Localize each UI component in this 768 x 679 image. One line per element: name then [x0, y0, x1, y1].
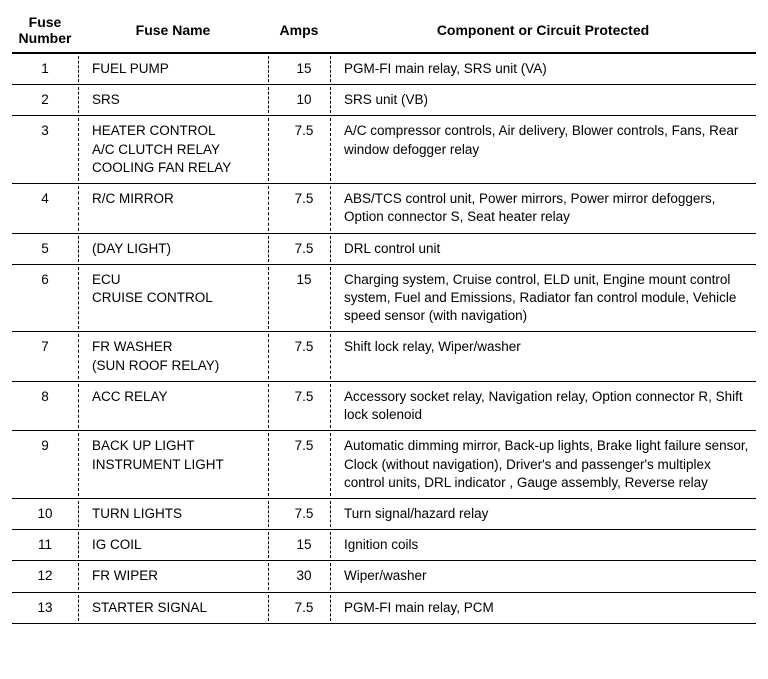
- cell-fuse-number: 8: [12, 381, 78, 430]
- cell-component: Shift lock relay, Wiper/washer: [330, 332, 756, 381]
- cell-component: Wiper/washer: [330, 561, 756, 592]
- table-row: 12FR WIPER30Wiper/washer: [12, 561, 756, 592]
- table-row: 10TURN LIGHTS7.5Turn signal/hazard relay: [12, 498, 756, 529]
- cell-fuse-name: FUEL PUMP: [78, 53, 268, 85]
- cell-fuse-name: STARTER SIGNAL: [78, 592, 268, 623]
- cell-component: PGM-FI main relay, SRS unit (VA): [330, 53, 756, 85]
- table-row: 2SRS10SRS unit (VB): [12, 85, 756, 116]
- cell-amps: 7.5: [268, 431, 330, 499]
- cell-component: Turn signal/hazard relay: [330, 498, 756, 529]
- fuse-table: FuseNumber Fuse Name Amps Component or C…: [12, 8, 756, 624]
- col-header-amps: Amps: [268, 8, 330, 53]
- cell-fuse-number: 1: [12, 53, 78, 85]
- cell-fuse-number: 13: [12, 592, 78, 623]
- cell-component: DRL control unit: [330, 233, 756, 264]
- cell-component: PGM-FI main relay, PCM: [330, 592, 756, 623]
- cell-amps: 10: [268, 85, 330, 116]
- cell-amps: 15: [268, 264, 330, 332]
- table-row: 13STARTER SIGNAL7.5PGM-FI main relay, PC…: [12, 592, 756, 623]
- cell-amps: 7.5: [268, 498, 330, 529]
- table-row: 3HEATER CONTROLA/C CLUTCH RELAYCOOLING F…: [12, 116, 756, 184]
- table-row: 11IG COIL15Ignition coils: [12, 530, 756, 561]
- col-header-comp: Component or Circuit Protected: [330, 8, 756, 53]
- cell-component: Accessory socket relay, Navigation relay…: [330, 381, 756, 430]
- cell-component: Automatic dimming mirror, Back-up lights…: [330, 431, 756, 499]
- cell-fuse-number: 7: [12, 332, 78, 381]
- table-row: 9BACK UP LIGHTINSTRUMENT LIGHT7.5Automat…: [12, 431, 756, 499]
- table-header-row: FuseNumber Fuse Name Amps Component or C…: [12, 8, 756, 53]
- cell-amps: 15: [268, 530, 330, 561]
- col-header-number: FuseNumber: [12, 8, 78, 53]
- col-header-name: Fuse Name: [78, 8, 268, 53]
- cell-amps: 30: [268, 561, 330, 592]
- cell-amps: 7.5: [268, 381, 330, 430]
- cell-fuse-name: HEATER CONTROLA/C CLUTCH RELAYCOOLING FA…: [78, 116, 268, 184]
- cell-component: SRS unit (VB): [330, 85, 756, 116]
- cell-amps: 7.5: [268, 233, 330, 264]
- cell-amps: 15: [268, 53, 330, 85]
- table-row: 7FR WASHER(SUN ROOF RELAY)7.5Shift lock …: [12, 332, 756, 381]
- cell-fuse-name: BACK UP LIGHTINSTRUMENT LIGHT: [78, 431, 268, 499]
- cell-fuse-number: 10: [12, 498, 78, 529]
- cell-fuse-name: R/C MIRROR: [78, 184, 268, 233]
- cell-component: ABS/TCS control unit, Power mirrors, Pow…: [330, 184, 756, 233]
- cell-component: Ignition coils: [330, 530, 756, 561]
- table-row: 8ACC RELAY7.5Accessory socket relay, Nav…: [12, 381, 756, 430]
- cell-fuse-name: ECUCRUISE CONTROL: [78, 264, 268, 332]
- table-row: 5(DAY LIGHT)7.5DRL control unit: [12, 233, 756, 264]
- cell-amps: 7.5: [268, 184, 330, 233]
- cell-fuse-name: TURN LIGHTS: [78, 498, 268, 529]
- cell-component: Charging system, Cruise control, ELD uni…: [330, 264, 756, 332]
- table-row: 4R/C MIRROR7.5ABS/TCS control unit, Powe…: [12, 184, 756, 233]
- cell-amps: 7.5: [268, 116, 330, 184]
- cell-fuse-name: SRS: [78, 85, 268, 116]
- cell-amps: 7.5: [268, 332, 330, 381]
- cell-component: A/C compressor controls, Air delivery, B…: [330, 116, 756, 184]
- cell-fuse-name: FR WIPER: [78, 561, 268, 592]
- cell-fuse-number: 6: [12, 264, 78, 332]
- cell-fuse-name: FR WASHER(SUN ROOF RELAY): [78, 332, 268, 381]
- cell-fuse-number: 2: [12, 85, 78, 116]
- cell-fuse-number: 5: [12, 233, 78, 264]
- cell-fuse-name: ACC RELAY: [78, 381, 268, 430]
- cell-fuse-number: 9: [12, 431, 78, 499]
- cell-fuse-number: 11: [12, 530, 78, 561]
- cell-amps: 7.5: [268, 592, 330, 623]
- table-row: 1FUEL PUMP15PGM-FI main relay, SRS unit …: [12, 53, 756, 85]
- table-row: 6ECUCRUISE CONTROL15Charging system, Cru…: [12, 264, 756, 332]
- cell-fuse-number: 3: [12, 116, 78, 184]
- cell-fuse-number: 12: [12, 561, 78, 592]
- cell-fuse-name: (DAY LIGHT): [78, 233, 268, 264]
- cell-fuse-number: 4: [12, 184, 78, 233]
- cell-fuse-name: IG COIL: [78, 530, 268, 561]
- table-body: 1FUEL PUMP15PGM-FI main relay, SRS unit …: [12, 53, 756, 623]
